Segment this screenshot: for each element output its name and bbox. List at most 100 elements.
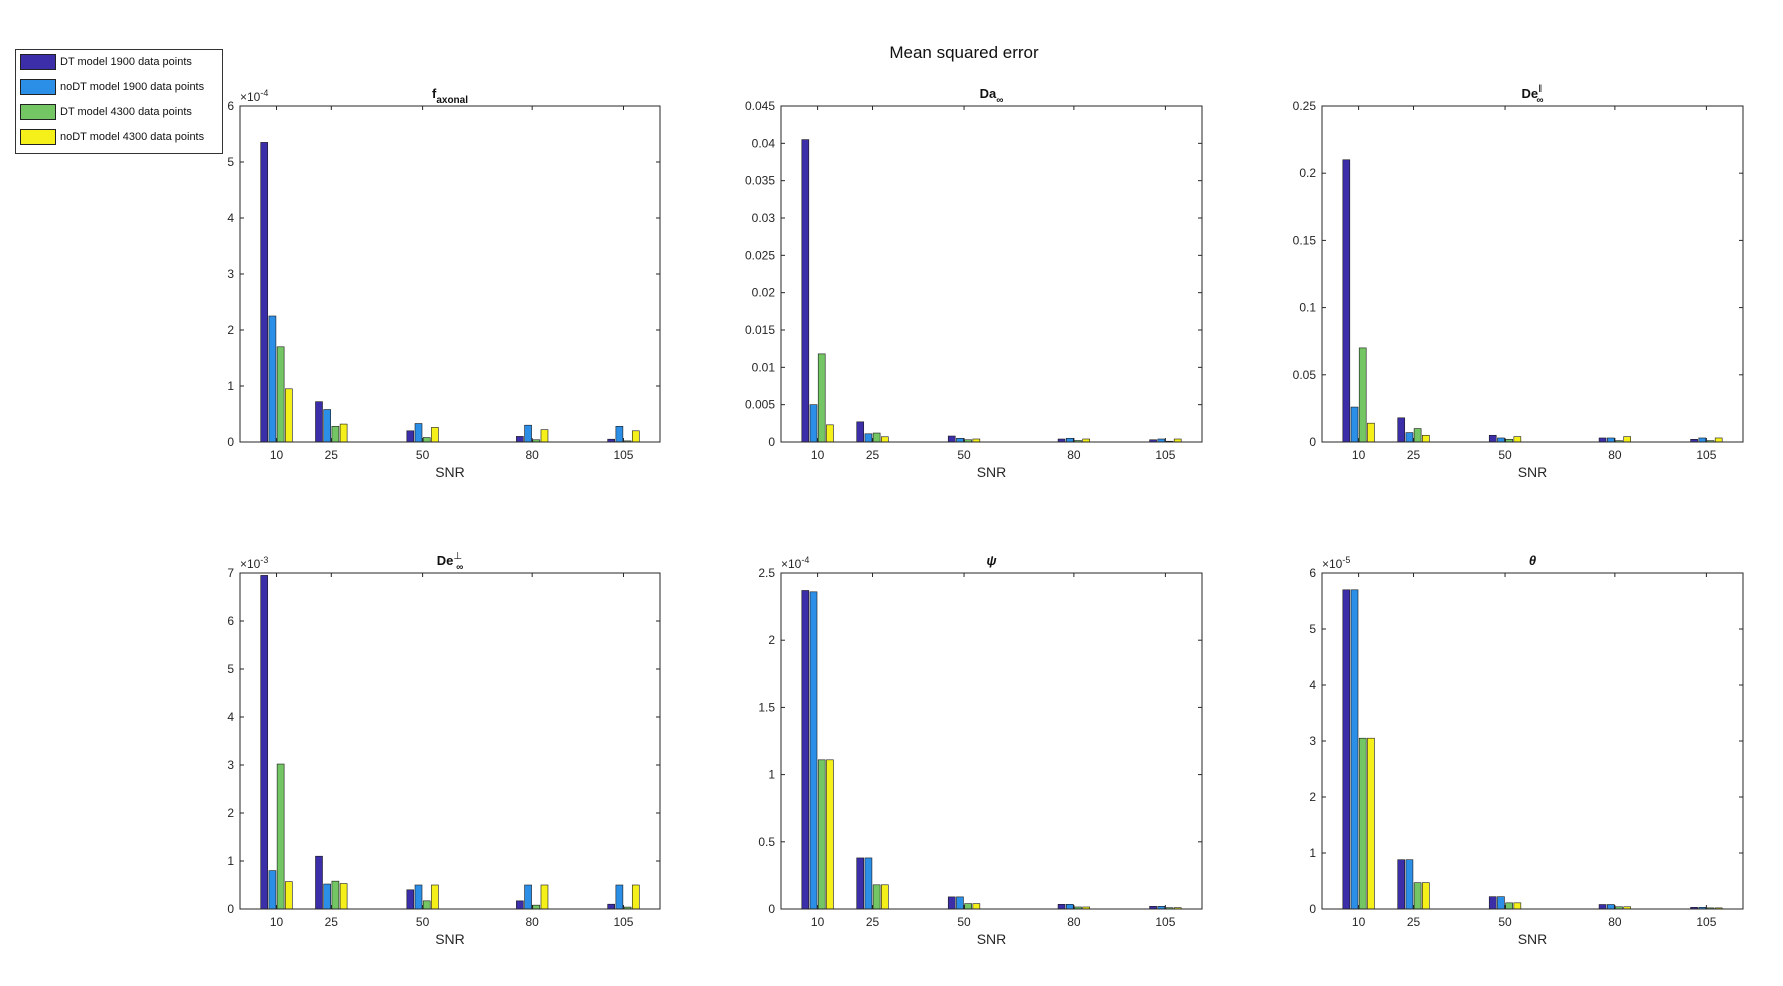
bar (1606, 904, 1615, 910)
bar (964, 903, 972, 910)
x-tick-label: 105 (1696, 915, 1716, 929)
legend-label: DT model 1900 data points (60, 56, 192, 68)
bar (339, 423, 348, 443)
bar (431, 427, 439, 443)
bar (1513, 436, 1522, 443)
legend-item-nodt-1900: noDT model 1900 data points (20, 78, 204, 96)
bar (864, 433, 873, 443)
bar (809, 591, 818, 910)
bar (1397, 859, 1406, 910)
x-tick-label: 25 (325, 915, 339, 929)
bar (339, 883, 348, 910)
bar (532, 904, 541, 910)
bar (631, 430, 640, 443)
bar (268, 870, 277, 910)
x-tick-label: 10 (1352, 915, 1366, 929)
y-tick-label: 3 (1309, 734, 1316, 748)
subplot-title: faxonal (432, 86, 468, 106)
bar (956, 437, 964, 443)
y-tick-label: 5 (227, 155, 234, 169)
bar (1488, 896, 1497, 910)
y-tick-label: 0.5 (758, 835, 775, 849)
y-tick-label: 1.5 (758, 700, 775, 714)
y-tick-label: 1 (227, 379, 234, 393)
x-tick-label: 80 (1067, 448, 1081, 462)
x-tick-label: 80 (1608, 915, 1622, 929)
bar (1488, 434, 1497, 443)
bar (1505, 902, 1513, 910)
y-tick-label: 0.04 (752, 136, 776, 150)
bar (872, 432, 881, 443)
bar (972, 903, 981, 910)
x-tick-label: 50 (957, 915, 971, 929)
y-tick-label: 6 (227, 99, 234, 113)
subplot-title: De⊥ ∞ (437, 551, 463, 573)
bar (323, 883, 332, 910)
y-tick-label: 0 (1309, 435, 1316, 449)
figure-title: Mean squared error (889, 43, 1039, 62)
bar (1714, 437, 1723, 443)
bar (414, 884, 423, 910)
y-tick-label: 5 (1309, 622, 1316, 636)
subplot-title: ψ (986, 553, 996, 568)
y-tick-label: 0.1 (1299, 301, 1316, 315)
bar (285, 388, 293, 443)
bar (422, 900, 431, 910)
legend-item-nodt-4300: noDT model 4300 data points (20, 128, 204, 146)
bar (406, 889, 415, 910)
bar (1057, 903, 1066, 910)
legend-swatch-nodt-1900 (20, 79, 56, 95)
bar (956, 896, 964, 910)
bar (1405, 859, 1414, 910)
bar (615, 884, 624, 910)
axes-box (780, 572, 1203, 910)
x-tick-label: 25 (866, 915, 880, 929)
y-tick-label: 0 (1309, 902, 1316, 916)
x-tick-label: 25 (1407, 448, 1421, 462)
y-tick-label: 0.05 (1293, 368, 1317, 382)
y-tick-label: 3 (227, 758, 234, 772)
bar (615, 426, 624, 443)
y-tick-label: 0.025 (745, 248, 775, 262)
subplot-0: 0 1 2 3 4 5 6 10 25 50 80 105 SNR ×10-4 faxonal (227, 86, 661, 480)
y-tick-label: 0.02 (752, 286, 776, 300)
x-tick-label: 50 (416, 448, 430, 462)
bar (1342, 159, 1351, 443)
bar (268, 315, 277, 443)
bar (276, 346, 285, 443)
y-tick-label: 6 (227, 614, 234, 628)
y-tick-label: 0.03 (752, 211, 776, 225)
bar (406, 430, 415, 443)
legend-swatch-nodt-4300 (20, 129, 56, 145)
y-tick-label: 0.045 (745, 99, 775, 113)
bar (331, 426, 340, 443)
y-tick-label: 4 (227, 710, 234, 724)
bar (422, 437, 431, 443)
bar (315, 855, 323, 910)
bar (516, 900, 524, 910)
legend-swatch-dt-4300 (20, 104, 56, 120)
bar (285, 881, 293, 910)
bar (817, 759, 826, 910)
bar (1413, 882, 1422, 910)
x-tick-label: 105 (613, 915, 633, 929)
bar (947, 435, 956, 443)
x-tick-label: 25 (1407, 915, 1421, 929)
bar (856, 421, 865, 443)
bar (809, 404, 818, 443)
bar (607, 903, 615, 910)
axes-box (239, 105, 661, 443)
bar (864, 857, 873, 910)
subplot-5: 0 1 2 3 4 5 6 10 25 50 80 105 SNR ×10-5 θ (1309, 553, 1744, 947)
bar (856, 857, 865, 910)
subplot-title: De‖ ∞ (1522, 84, 1544, 106)
x-tick-label: 10 (270, 915, 284, 929)
y-tick-label: 0.2 (1299, 166, 1316, 180)
bar (881, 884, 889, 910)
bar (1598, 904, 1607, 910)
bar (801, 139, 810, 443)
bar (414, 423, 423, 443)
bar (631, 884, 640, 910)
bar (1065, 437, 1074, 443)
